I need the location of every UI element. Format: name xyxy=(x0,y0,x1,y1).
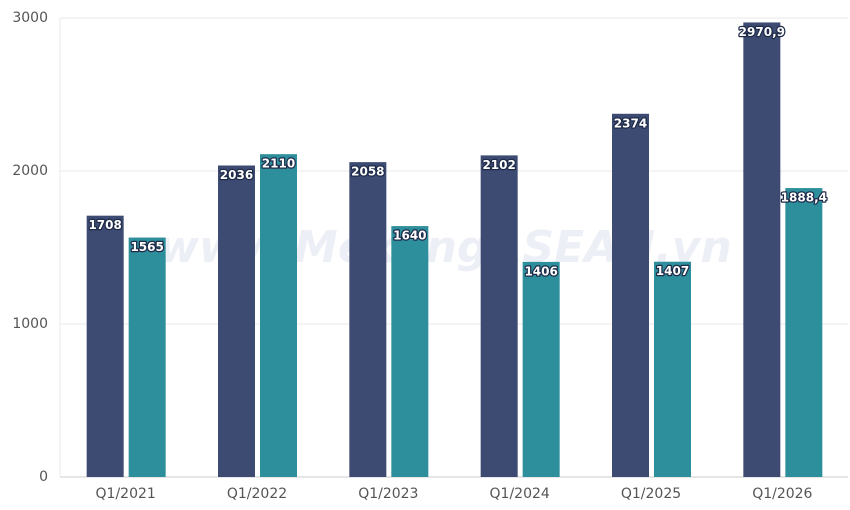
x-tick-label: Q1/2025 xyxy=(621,486,681,502)
x-tick-label: Q1/2022 xyxy=(227,486,287,502)
value-label: 2102 xyxy=(482,158,515,172)
value-label: 2110 xyxy=(262,157,295,171)
y-tick-label: 3000 xyxy=(12,10,48,26)
bar xyxy=(391,226,429,477)
bar xyxy=(128,237,166,477)
bar xyxy=(349,162,387,477)
bar xyxy=(785,188,823,477)
value-label: 1406 xyxy=(524,264,557,278)
value-label: 1407 xyxy=(656,264,689,278)
value-label: 2058 xyxy=(351,165,384,179)
x-tick-label: Q1/2024 xyxy=(490,486,550,502)
x-tick-label: Q1/2023 xyxy=(358,486,418,502)
value-label: 2374 xyxy=(614,116,647,130)
bar xyxy=(654,261,691,477)
bar xyxy=(612,113,649,477)
bar xyxy=(86,215,124,477)
value-label: 1708 xyxy=(88,218,121,232)
value-label: 2970,9 xyxy=(739,25,785,39)
bar xyxy=(480,155,518,478)
y-tick-label: 1000 xyxy=(12,316,48,332)
bar xyxy=(218,165,255,477)
value-label: 1565 xyxy=(130,240,163,254)
grid xyxy=(59,17,848,478)
value-label: 1888,4 xyxy=(781,191,827,205)
bar xyxy=(743,22,781,477)
y-tick-label: 0 xyxy=(39,469,48,485)
x-tick-label: Q1/2021 xyxy=(96,486,156,502)
bar xyxy=(260,154,297,478)
value-label: 2036 xyxy=(220,168,253,182)
bar xyxy=(522,261,560,477)
y-tick-label: 2000 xyxy=(12,163,48,179)
value-label: 1640 xyxy=(393,229,426,243)
x-tick-label: Q1/2026 xyxy=(752,486,812,502)
